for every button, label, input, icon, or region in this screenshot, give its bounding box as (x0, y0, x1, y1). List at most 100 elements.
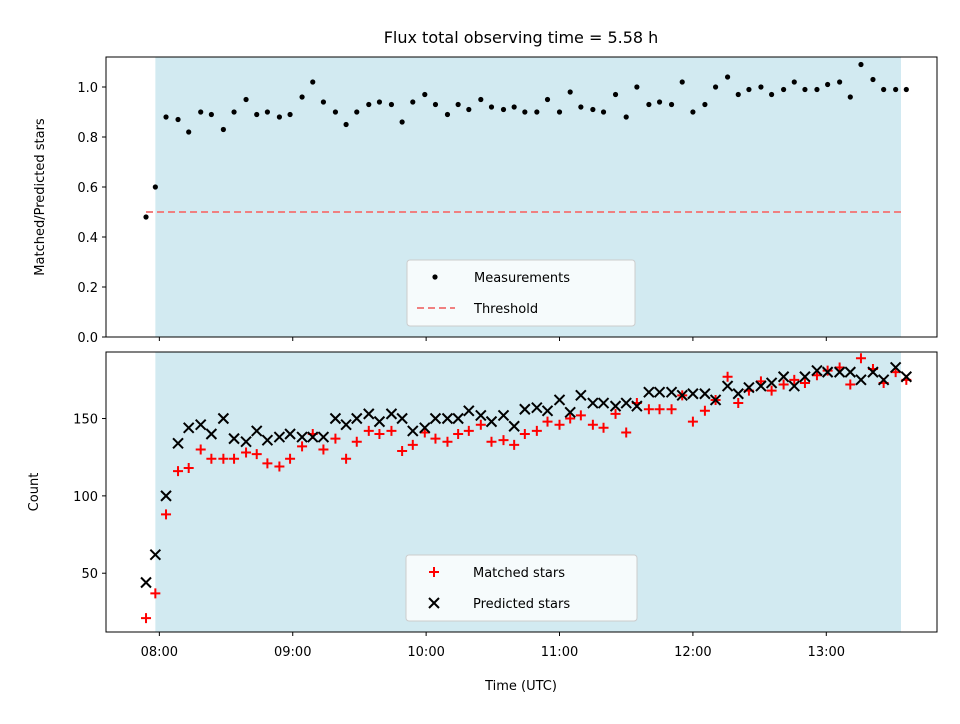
predicted-star-point (508, 420, 520, 432)
measurement-point (791, 79, 797, 85)
measurement-point (422, 91, 428, 98)
predicted-star-point (877, 374, 890, 386)
matched-star-point (442, 436, 453, 447)
matched-star-point (542, 416, 553, 427)
predicted-star-point (531, 401, 543, 414)
measurement-point (534, 109, 540, 115)
matched-star-point (486, 436, 497, 447)
measurement-point (567, 89, 573, 95)
predicted-star-point (709, 394, 722, 406)
measurement-point (712, 84, 719, 90)
predicted-star-point (182, 422, 195, 434)
measurement-point (903, 86, 909, 93)
matched-star-point (789, 374, 800, 385)
measurement-point (690, 109, 696, 115)
matched-star-point (161, 509, 172, 520)
measurement-point (175, 116, 181, 123)
predicted-star-point (587, 397, 599, 409)
predicted-star-point (799, 371, 811, 383)
predicted-star-point (777, 371, 790, 383)
predicted-star-point (553, 394, 566, 406)
y-axis-label: Count (27, 473, 42, 512)
predicted-star-point (821, 366, 834, 378)
matched-star-point (565, 413, 576, 424)
predicted-star-point (463, 405, 475, 417)
measurement-point (254, 111, 260, 118)
predicted-star-point (307, 431, 319, 443)
predicted-star-point (855, 374, 867, 386)
measurement-point (724, 74, 731, 80)
legend-label: Measurements (474, 271, 570, 286)
matched-star-point (241, 447, 252, 458)
predicted-star-point (541, 405, 554, 417)
measurement-point (388, 101, 395, 108)
matched-star-point (195, 444, 206, 455)
measurement-point (511, 104, 517, 110)
predicted-star-point (419, 422, 431, 434)
predicted-star-point (407, 425, 419, 437)
measurement-point (220, 126, 226, 133)
matched-star-point (397, 446, 408, 457)
matched-star-point (509, 439, 520, 450)
measurement-point (814, 86, 820, 93)
measurement-point (544, 96, 551, 103)
y-tick-label: 0.2 (77, 281, 98, 296)
legend-label: Predicted stars (473, 597, 570, 612)
legend: Measurements Threshold (406, 259, 636, 327)
predicted-star-point (228, 432, 240, 445)
measurement-point (735, 91, 741, 98)
matched-star-point (218, 453, 229, 464)
predicted-star-point (396, 412, 408, 425)
y-tick-label: 0.0 (77, 331, 98, 346)
legend: Matched stars Predicted stars (405, 554, 638, 622)
matched-star-point (274, 461, 285, 472)
measurement-point (287, 111, 293, 118)
measurement-point (612, 91, 619, 98)
predicted-star-point (743, 381, 755, 394)
measurement-point (679, 79, 685, 85)
measurement-point (198, 109, 204, 115)
matched-star-point (822, 365, 833, 376)
predicted-star-point (687, 388, 699, 400)
predicted-star-point (452, 412, 464, 425)
predicted-star-point (261, 434, 274, 446)
predicted-star-point (340, 418, 352, 431)
predicted-star-point (351, 412, 363, 425)
predicted-star-point (251, 425, 263, 437)
measurement-point (478, 96, 484, 103)
measurement-point (332, 109, 339, 115)
measurement-point (343, 121, 349, 128)
predicted-star-point (140, 576, 152, 589)
matched-star-point (733, 398, 744, 409)
predicted-star-point (788, 380, 800, 392)
matched-star-point (587, 419, 598, 430)
x-tick-label: 12:00 (674, 645, 711, 660)
series-dots-0 (143, 61, 909, 220)
matched-star-point (318, 444, 329, 455)
matched-star-point (519, 428, 530, 439)
predicted-star-point (889, 361, 902, 374)
predicted-star-point (217, 412, 230, 425)
predicted-star-point (363, 408, 375, 420)
measurement-point (802, 86, 808, 93)
measurement-point (208, 111, 214, 118)
matched-star-point (407, 439, 418, 450)
predicted-star-point (205, 428, 218, 440)
matched-star-point (374, 428, 385, 439)
measurement-point (376, 99, 383, 105)
measurement-point (143, 214, 149, 220)
matched-star-point (643, 404, 654, 415)
matched-star-point (430, 433, 441, 444)
matched-star-point (183, 463, 194, 474)
predicted-star-point (620, 397, 632, 409)
measurement-point (600, 109, 607, 115)
measurement-point (893, 86, 899, 93)
predicted-star-point (317, 431, 330, 443)
measurement-point (522, 109, 528, 115)
y-axis-label: Matched/Predicted stars (33, 118, 48, 276)
matched-star-point (141, 613, 152, 624)
measurement-point (646, 101, 652, 108)
matched-star-point (251, 449, 262, 460)
measurement-point (623, 114, 629, 120)
